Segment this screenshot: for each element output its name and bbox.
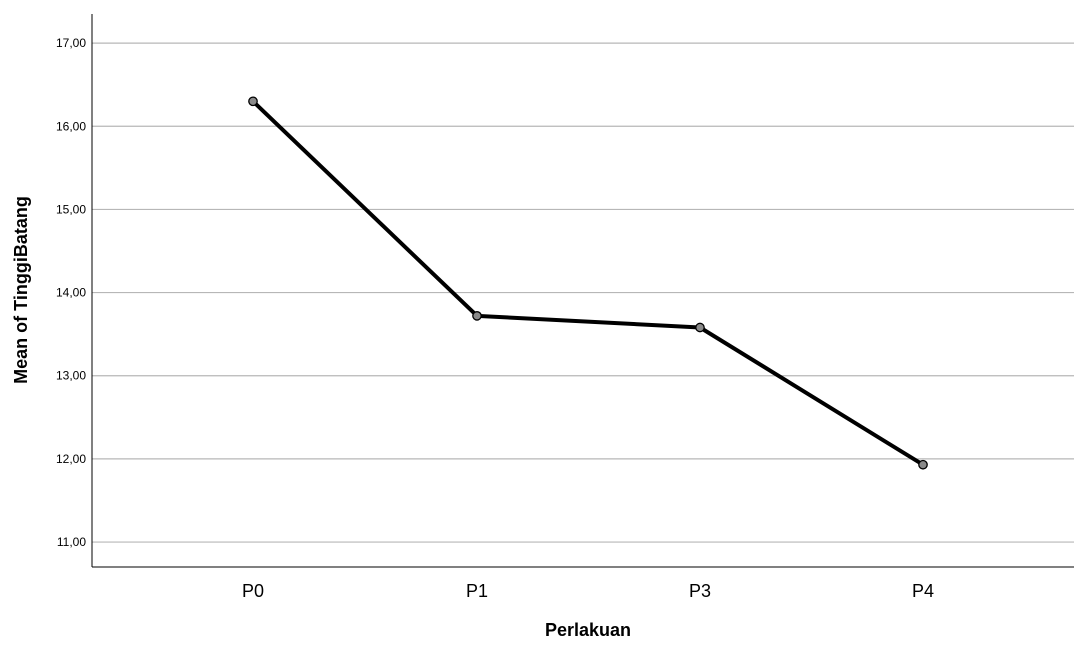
y-tick-label: 17,00: [56, 36, 86, 50]
x-tick-label: P0: [242, 581, 264, 601]
series-line: [251, 99, 925, 467]
data-point: [248, 96, 258, 107]
y-tick-label: 14,00: [56, 286, 86, 300]
y-tick-label: 15,00: [56, 202, 86, 216]
gridlines: [92, 42, 1074, 543]
x-tick-label: P1: [466, 581, 488, 601]
data-point: [918, 459, 928, 470]
y-tick-label: 13,00: [56, 369, 86, 383]
series: [251, 99, 925, 467]
y-tick-labels: 11,00 12,00 13,00 14,00 15,00 16,00 17,00: [56, 36, 86, 549]
data-point: [695, 322, 705, 333]
x-tick-label: P3: [689, 581, 711, 601]
y-tick-label: 16,00: [56, 119, 86, 133]
y-tick-label: 11,00: [57, 535, 86, 549]
x-axis-title: Perlakuan: [545, 620, 631, 640]
y-tick-label: 12,00: [56, 452, 86, 466]
markers: [248, 96, 928, 470]
x-tick-labels: P0 P1 P3 P4: [242, 581, 934, 601]
data-point: [472, 311, 482, 321]
x-tick-label: P4: [912, 581, 934, 601]
axes: [91, 14, 1074, 568]
y-axis-title: Mean of TinggiBatang: [11, 196, 31, 384]
